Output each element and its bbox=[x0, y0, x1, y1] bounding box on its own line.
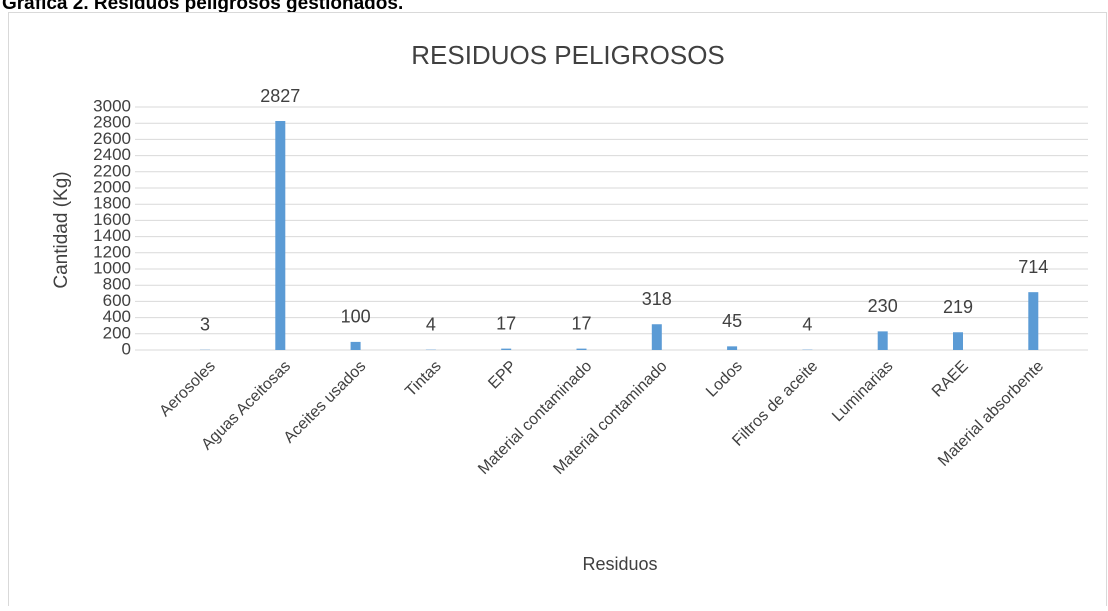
bar bbox=[878, 331, 888, 350]
y-tick-label: 0 bbox=[122, 339, 131, 358]
data-label: 714 bbox=[1018, 257, 1048, 277]
data-label: 45 bbox=[722, 311, 742, 331]
y-tick-label: 1400 bbox=[93, 226, 131, 245]
y-tick-label: 1000 bbox=[93, 258, 131, 277]
data-label: 100 bbox=[341, 307, 371, 327]
bar bbox=[1028, 292, 1038, 350]
caption: Gráfica 2. Residuos peligrosos gestionad… bbox=[2, 0, 403, 14]
y-tick-label: 2000 bbox=[93, 177, 131, 196]
bar bbox=[351, 342, 361, 350]
x-tick-label: Aerosoles bbox=[156, 358, 218, 420]
y-tick-label: 1600 bbox=[93, 210, 131, 229]
x-tick-label: Luminarias bbox=[829, 358, 896, 425]
data-label: 4 bbox=[802, 314, 812, 334]
x-tick-label: RAEE bbox=[929, 358, 972, 401]
y-tick-label: 2800 bbox=[93, 113, 131, 132]
data-label: 219 bbox=[943, 297, 973, 317]
data-label: 17 bbox=[571, 313, 591, 333]
x-tick-label: Lodos bbox=[703, 358, 746, 401]
bar bbox=[727, 346, 737, 350]
y-tick-label: 2400 bbox=[93, 145, 131, 164]
y-tick-label: 2600 bbox=[93, 129, 131, 148]
y-tick-label: 800 bbox=[103, 275, 131, 294]
y-tick-label: 200 bbox=[103, 323, 131, 342]
y-axis-title: Cantidad (Kg) bbox=[51, 171, 72, 288]
data-label: 3 bbox=[200, 315, 210, 335]
y-tick-label: 400 bbox=[103, 307, 131, 326]
bar bbox=[275, 121, 285, 350]
x-axis-title: Residuos bbox=[582, 554, 657, 574]
bar bbox=[577, 349, 587, 350]
x-tick-label: Tintas bbox=[402, 358, 444, 400]
y-tick-label: 1800 bbox=[93, 194, 131, 213]
bar bbox=[652, 324, 662, 350]
bar bbox=[953, 332, 963, 350]
chart-border bbox=[9, 13, 1107, 607]
y-tick-label: 2200 bbox=[93, 161, 131, 180]
chart-title: RESIDUOS PELIGROSOS bbox=[411, 40, 725, 70]
y-tick-label: 600 bbox=[103, 291, 131, 310]
data-label: 230 bbox=[868, 296, 898, 316]
x-tick-label: Aceites usados bbox=[281, 358, 370, 447]
data-label: 17 bbox=[496, 313, 516, 333]
bar bbox=[501, 349, 511, 350]
data-label: 318 bbox=[642, 289, 672, 309]
data-label: 2827 bbox=[260, 86, 300, 106]
y-tick-label: 1200 bbox=[93, 242, 131, 261]
x-tick-label: EPP bbox=[485, 358, 520, 393]
y-tick-label: 3000 bbox=[93, 96, 131, 115]
data-label: 4 bbox=[426, 314, 436, 334]
